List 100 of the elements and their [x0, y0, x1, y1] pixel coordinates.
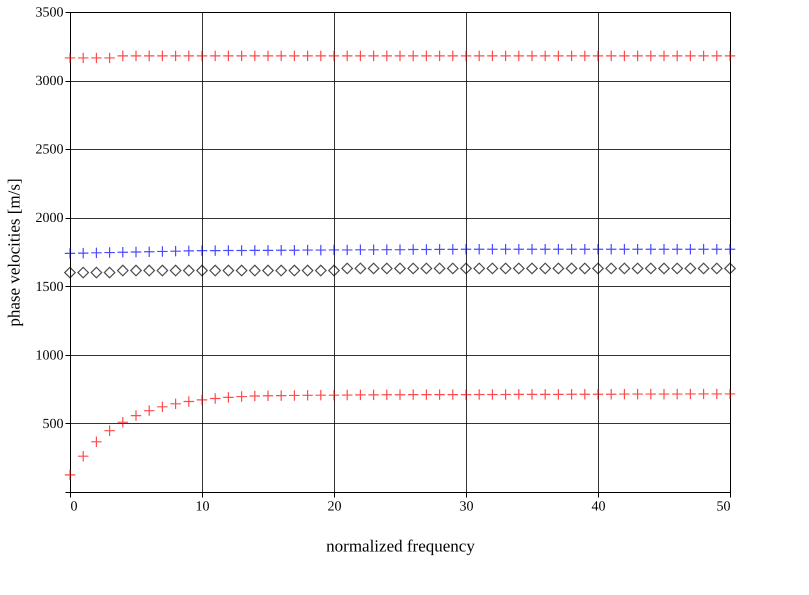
- point: [354, 389, 366, 401]
- point: [156, 246, 168, 258]
- point: [302, 50, 314, 62]
- point: [209, 392, 222, 404]
- point: [512, 50, 525, 62]
- point: [618, 388, 630, 400]
- point: [143, 404, 156, 417]
- point: [116, 264, 129, 276]
- point: [460, 243, 472, 256]
- point: [77, 266, 90, 278]
- point: [698, 388, 710, 400]
- point: [500, 243, 512, 256]
- point: [196, 50, 208, 62]
- point: [196, 264, 208, 276]
- point: [684, 262, 696, 274]
- point: [500, 262, 512, 274]
- point: [526, 388, 538, 400]
- point: [684, 50, 696, 62]
- point: [394, 244, 406, 256]
- point: [288, 264, 300, 276]
- point: [460, 262, 472, 274]
- point: [170, 398, 182, 410]
- point: [605, 388, 618, 400]
- point: [77, 52, 90, 64]
- point: [578, 262, 591, 274]
- point: [566, 388, 578, 400]
- y-axis-title: phase velocities [m/s]: [4, 178, 24, 327]
- point: [698, 50, 710, 62]
- point: [566, 50, 578, 62]
- point: [222, 50, 234, 62]
- point: [236, 50, 248, 62]
- point: [143, 50, 156, 62]
- point: [130, 264, 142, 276]
- point: [380, 262, 393, 274]
- point: [77, 247, 90, 259]
- point: [658, 262, 670, 274]
- point: [248, 50, 261, 62]
- point: [578, 243, 591, 256]
- point: [684, 388, 696, 400]
- point: [116, 246, 129, 258]
- point: [341, 50, 354, 62]
- point: [460, 50, 472, 62]
- point: [288, 390, 300, 402]
- point: [446, 262, 459, 274]
- point: [182, 264, 195, 276]
- point: [434, 244, 446, 256]
- point: [446, 244, 459, 256]
- point: [209, 244, 222, 256]
- point: [486, 50, 498, 62]
- point: [407, 262, 420, 274]
- point: [407, 50, 420, 62]
- point: [368, 244, 380, 256]
- point: [605, 243, 618, 256]
- point: [90, 266, 102, 278]
- point: [658, 388, 670, 400]
- point: [170, 50, 182, 62]
- point: [302, 244, 314, 256]
- point: [539, 262, 552, 274]
- point: [64, 469, 76, 481]
- point: [209, 264, 222, 276]
- point: [526, 50, 538, 62]
- point: [460, 388, 472, 400]
- point: [512, 388, 525, 400]
- point: [684, 243, 696, 256]
- point: [77, 450, 90, 462]
- point: [341, 244, 354, 256]
- point: [605, 262, 618, 274]
- y-tick-label: 1000: [36, 348, 64, 364]
- point: [196, 394, 208, 406]
- point: [473, 50, 486, 62]
- point: [130, 50, 142, 62]
- point: [248, 390, 261, 402]
- point: [552, 388, 564, 400]
- point: [368, 50, 380, 62]
- point: [182, 245, 195, 257]
- point: [170, 264, 182, 276]
- x-tick-label: 10: [196, 500, 210, 514]
- point: [486, 243, 498, 256]
- point: [618, 262, 630, 274]
- point: [671, 50, 684, 62]
- point: [116, 416, 129, 428]
- point: [156, 264, 168, 276]
- point: [434, 50, 446, 62]
- point: [288, 244, 300, 256]
- point: [104, 52, 116, 64]
- point: [156, 50, 168, 62]
- point: [644, 50, 657, 62]
- point: [724, 50, 736, 62]
- point: [632, 50, 644, 62]
- point: [170, 245, 182, 258]
- point: [328, 50, 340, 62]
- point: [473, 388, 486, 400]
- y-tick-label: 3000: [36, 74, 64, 90]
- point: [328, 244, 340, 256]
- point: [420, 262, 432, 274]
- point: [236, 390, 248, 402]
- y-tick-label: 2500: [36, 142, 64, 158]
- point: [632, 243, 644, 256]
- point: [354, 244, 366, 256]
- point: [314, 50, 327, 62]
